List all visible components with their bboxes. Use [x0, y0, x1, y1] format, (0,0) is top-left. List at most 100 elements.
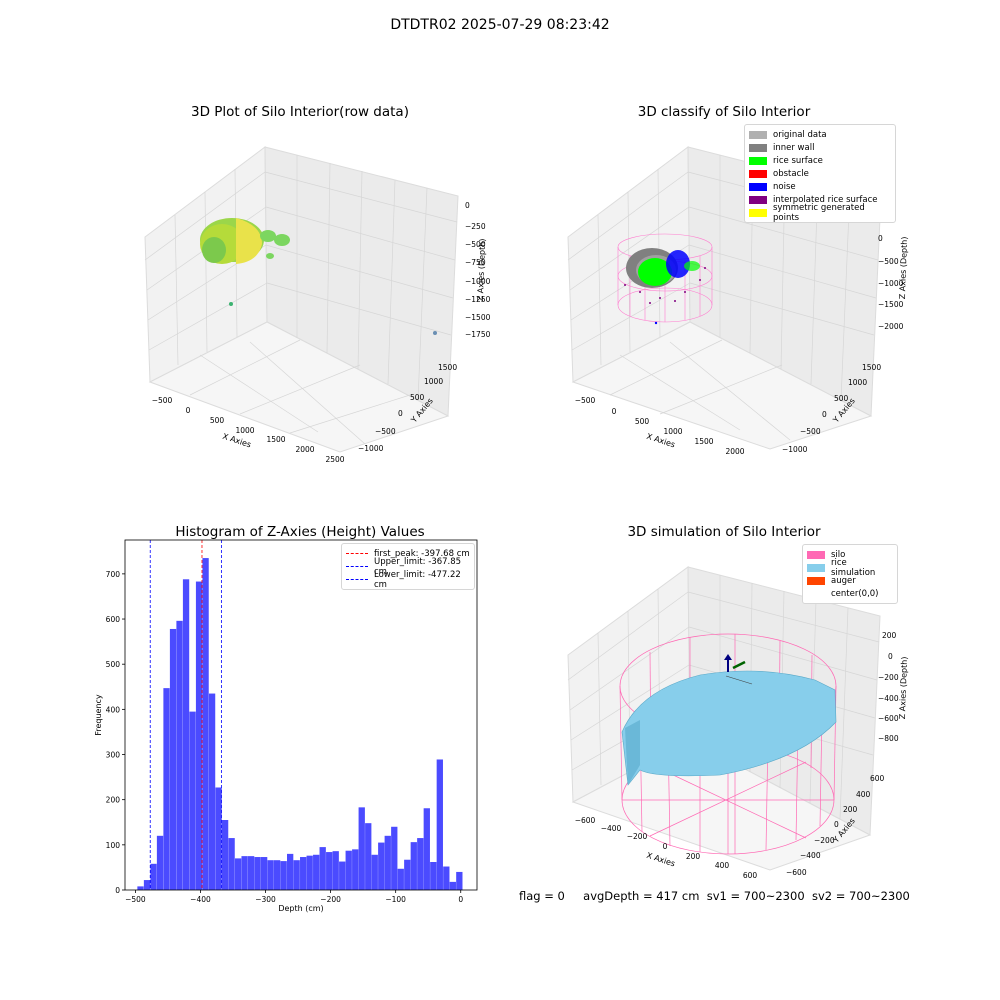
svg-text:200: 200	[843, 805, 858, 814]
legend-line	[346, 566, 368, 567]
histogram-bar	[326, 852, 333, 890]
svg-text:2500: 2500	[325, 455, 344, 464]
histogram-bar	[254, 857, 261, 890]
svg-text:−500: −500	[800, 427, 821, 436]
sv2-value: sv2 = 700~2300	[811, 889, 910, 903]
histogram-title: Histogram of Z-Axies (Height) Values	[175, 524, 425, 540]
avg-depth-value: avgDepth = 417 cm	[583, 889, 700, 903]
legend-entry: first_peak: -397.68 cm	[346, 547, 470, 560]
raw-z-label: Z Axies (Depth)	[476, 238, 487, 301]
svg-text:−2000: −2000	[878, 322, 904, 331]
simulation-legend: silo rice simulation auger center(0,0)	[802, 544, 898, 604]
histogram-bar	[384, 835, 391, 890]
legend-swatch	[749, 195, 767, 204]
svg-text:−500: −500	[152, 396, 173, 405]
svg-text:400: 400	[715, 861, 730, 870]
svg-text:−500: −500	[878, 257, 899, 266]
svg-text:500: 500	[410, 393, 425, 402]
histogram-bar	[456, 871, 463, 890]
svg-text:1500: 1500	[862, 363, 881, 372]
histogram-x-tick-label: 0	[458, 895, 463, 904]
histogram-bar	[195, 581, 203, 890]
svg-text:1500: 1500	[694, 437, 713, 446]
svg-text:0: 0	[663, 842, 668, 851]
legend-entry: obstacle	[749, 167, 891, 180]
histogram-bar	[339, 861, 346, 890]
histogram-bar	[417, 838, 424, 890]
svg-text:0: 0	[878, 234, 883, 243]
svg-text:−400: −400	[878, 694, 899, 703]
histogram-x-label: Depth (cm)	[278, 904, 323, 913]
legend-entry: interpolated rice surface	[749, 193, 891, 206]
svg-text:0: 0	[834, 820, 839, 829]
histogram-bar	[169, 628, 177, 890]
histogram-y-ticks: 0 100 200 300 400 500 600 700	[106, 570, 125, 895]
histogram-bar	[306, 855, 313, 890]
histogram-vlines	[149, 540, 222, 890]
svg-text:−600: −600	[575, 816, 596, 825]
histogram-legend: first_peak: -397.68 cm Upper_limit: -367…	[341, 543, 475, 590]
svg-text:−500: −500	[375, 427, 396, 436]
histogram-bar	[358, 807, 365, 890]
histogram-bar	[352, 849, 359, 890]
histogram-bar	[371, 854, 378, 890]
raw-plot-title: 3D Plot of Silo Interior(row data)	[191, 104, 409, 120]
legend-entry: auger	[807, 574, 893, 587]
raw-z-ticks: 0 −250 −500 −750 −1000 −1250 −1500 −1750	[465, 201, 491, 339]
simulation-3d-plot: 200 0 −200 −400 −600 −800 Z Axies (Depth…	[567, 566, 909, 880]
histogram-bar	[293, 860, 300, 890]
svg-text:−1000: −1000	[465, 277, 491, 286]
histogram-bar	[313, 854, 320, 890]
histogram-y-tick-label: 0	[115, 886, 120, 895]
histogram-frame	[124, 539, 478, 891]
svg-text:0: 0	[888, 652, 893, 661]
histogram-bar	[260, 857, 268, 890]
histogram-bar	[280, 861, 287, 890]
svg-text:−200: −200	[627, 832, 648, 841]
histogram-bar	[247, 856, 255, 890]
legend-swatch	[807, 563, 825, 572]
simulation-x-ticks: −600 −400 −200 0 200 400 600	[575, 816, 758, 880]
histogram-bar	[182, 579, 190, 890]
classify-legend: original data inner wall rice surface ob…	[744, 124, 896, 223]
svg-text:0: 0	[465, 201, 470, 210]
histogram-bar	[397, 868, 404, 890]
svg-text:−600: −600	[786, 868, 807, 877]
simulation-z-label: Z Axies (Depth)	[898, 656, 909, 719]
histogram-bar	[241, 856, 248, 890]
histogram-y-label: Frequency	[94, 694, 103, 736]
svg-text:2000: 2000	[295, 445, 314, 454]
histogram-bar	[300, 857, 307, 890]
legend-swatch	[749, 169, 767, 178]
svg-text:−1500: −1500	[465, 313, 491, 322]
histogram-bar	[208, 693, 216, 890]
legend-line	[346, 553, 368, 554]
figure-title: DTDTR02 2025-07-29 08:23:42	[390, 17, 610, 33]
histogram-x-tick-label: −200	[320, 895, 341, 904]
classify-y-ticks: 1500 1000 500 0 −500 −1000	[782, 363, 881, 454]
histogram-bar	[430, 862, 437, 890]
histogram-x-tick-label: −400	[190, 895, 211, 904]
svg-text:600: 600	[743, 871, 758, 880]
legend-entry: noise	[749, 180, 891, 193]
svg-text:2000: 2000	[725, 447, 744, 456]
histogram-bar	[319, 847, 326, 890]
legend-entry: Lower_limit: -477.22 cm	[346, 570, 470, 590]
histogram-bar	[436, 759, 443, 890]
simulation-y-ticks: 600 400 200 0 −200 −400 −600	[786, 774, 885, 877]
svg-text:0: 0	[398, 409, 403, 418]
histogram-bar	[234, 858, 242, 890]
histogram-bar	[202, 558, 209, 890]
svg-text:−400: −400	[800, 851, 821, 860]
svg-text:1000: 1000	[848, 378, 867, 387]
simulation-x-label: X Axies	[645, 851, 676, 869]
histogram-bar	[404, 859, 411, 890]
svg-text:600: 600	[870, 774, 885, 783]
svg-text:200: 200	[686, 852, 701, 861]
legend-entry: center(0,0)	[807, 587, 893, 600]
histogram-y-tick-label: 100	[106, 841, 121, 850]
svg-text:0: 0	[612, 407, 617, 416]
svg-text:1000: 1000	[424, 377, 443, 386]
histogram-bar	[423, 808, 430, 890]
legend-swatch	[749, 130, 767, 139]
